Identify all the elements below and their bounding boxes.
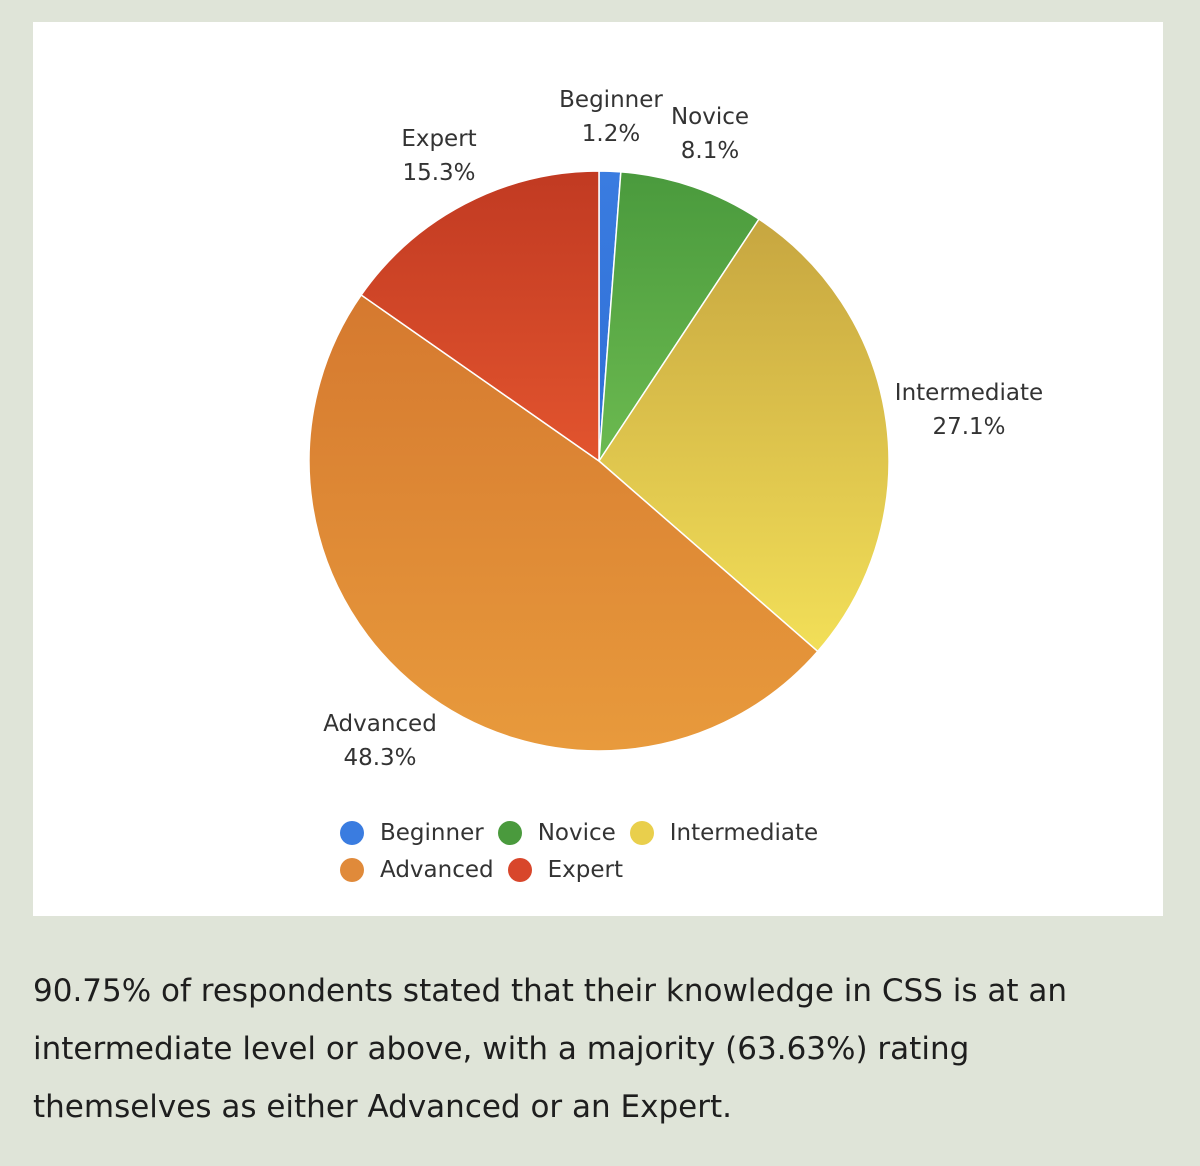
chart-card: Beginner 1.2% Novice 8.1% Intermediate 27.1% A… [33, 22, 1163, 916]
slice-label-beginner-value: 1.2% [582, 121, 640, 147]
slice-label-intermediate-name: Intermediate [895, 380, 1043, 406]
legend-item-advanced[interactable]: Advanced [340, 857, 494, 883]
slice-label-advanced-name: Advanced [323, 711, 437, 737]
legend-dot-expert [507, 857, 532, 882]
pie-slice-intermediate[interactable] [598, 218, 890, 653]
legend-dot-intermediate [629, 820, 654, 845]
legend-item-expert[interactable]: Expert [507, 856, 623, 883]
pie-chart: Beginner 1.2% Novice 8.1% Intermediate 27.1% A… [308, 87, 1043, 771]
legend-item-intermediate[interactable]: Intermediate [629, 819, 819, 846]
slice-label-novice-name: Novice [671, 104, 749, 130]
slice-label-expert-name: Expert [401, 126, 476, 152]
legend-row-2: Advanced Expert [340, 851, 900, 888]
legend-item-beginner[interactable]: Beginner [340, 820, 484, 846]
legend-dot-beginner [340, 820, 364, 845]
slice-label-novice-value: 8.1% [681, 138, 739, 164]
legend-item-novice[interactable]: Novice [497, 819, 616, 846]
legend-label-advanced: Advanced [380, 856, 494, 883]
slice-label-intermediate-value: 27.1% [932, 414, 1005, 440]
pie-slice-expert[interactable] [360, 170, 600, 463]
slice-label-expert-value: 15.3% [402, 160, 475, 186]
legend: Beginner Novice Intermediate Advanced Ex… [340, 814, 900, 888]
legend-row-1: Beginner Novice Intermediate [340, 814, 900, 851]
legend-label-intermediate: Intermediate [669, 819, 819, 846]
legend-label-expert: Expert [547, 856, 623, 883]
legend-dot-novice [497, 820, 522, 845]
pie-slice-advanced[interactable] [308, 293, 819, 752]
legend-dot-advanced [340, 857, 364, 882]
legend-label-beginner: Beginner [380, 819, 484, 846]
slice-label-advanced-value: 48.3% [343, 745, 416, 771]
legend-label-novice: Novice [537, 819, 616, 846]
slice-label-beginner-name: Beginner [559, 87, 663, 113]
pie-slice-novice[interactable] [598, 171, 761, 464]
pie-slices [308, 170, 890, 752]
slice-labels: Beginner 1.2% Novice 8.1% Intermediate 27.1% A… [323, 87, 1043, 771]
caption-text: 90.75% of respondents stated that their … [33, 973, 1068, 1125]
